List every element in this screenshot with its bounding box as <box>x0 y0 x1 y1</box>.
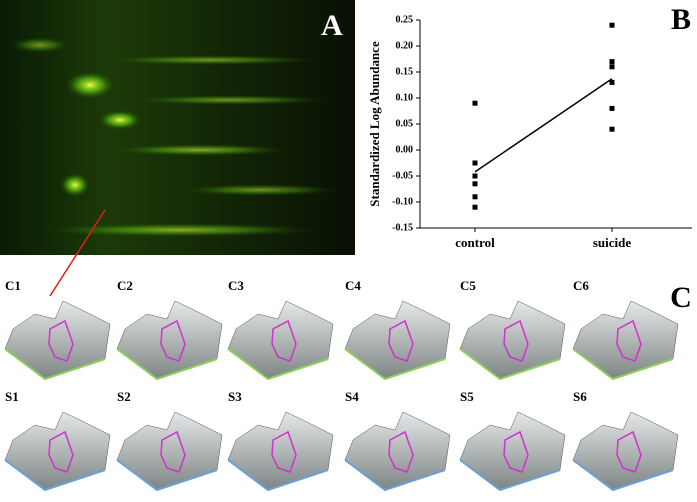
surface <box>344 300 451 380</box>
x-tick-label: suicide <box>593 235 632 250</box>
surface-edge <box>227 348 329 381</box>
spot-outline <box>388 430 414 473</box>
surface <box>227 411 334 491</box>
surface <box>4 411 111 491</box>
panel-label: B <box>671 3 691 36</box>
surface <box>459 300 566 380</box>
spot-outline <box>48 430 74 473</box>
surface <box>572 411 679 491</box>
chart: -0.15 -0.10 -0.05 0.00 0.05 0.10 0.15 0.20 0.25 S… <box>367 3 692 250</box>
spot-outline <box>616 319 642 362</box>
surface-edge <box>4 348 106 381</box>
point <box>609 105 615 111</box>
point <box>472 181 478 187</box>
spot-outline <box>48 319 74 362</box>
spot-outline <box>503 319 529 362</box>
spot-outline <box>271 430 297 473</box>
plot-label: C1 <box>5 278 21 293</box>
plot-label: S1 <box>5 389 19 404</box>
x-tick-label: control <box>455 235 495 250</box>
plot-label: S3 <box>228 389 242 404</box>
surface <box>572 300 679 380</box>
y-tick-label: 0.10 <box>396 92 414 103</box>
surface <box>459 411 566 491</box>
y-tick-label: -0.15 <box>392 222 413 233</box>
surface <box>344 411 451 491</box>
point <box>472 204 478 210</box>
panel-label: C <box>670 281 692 314</box>
point <box>472 100 478 106</box>
arrow <box>49 209 106 297</box>
point <box>609 79 615 85</box>
surface-edge <box>116 459 218 492</box>
surface-plots: C1 C2 C3 C4 C5 C6 S1 S2 S3 S4 S5 S6 <box>4 278 679 492</box>
surface-edge <box>4 459 106 492</box>
surface-edge <box>344 459 446 492</box>
point <box>609 126 615 132</box>
spot-outline <box>271 319 297 362</box>
gel-image <box>0 0 355 255</box>
surface <box>227 300 334 380</box>
y-tick-label: 0.15 <box>396 66 414 77</box>
plot-label: S2 <box>117 389 131 404</box>
y-tick-label: -0.05 <box>392 170 413 181</box>
point <box>472 160 478 166</box>
surface-edge <box>459 348 561 381</box>
mean-line <box>474 78 613 173</box>
spot-outline <box>616 430 642 473</box>
y-tick-label: -0.10 <box>392 196 413 207</box>
y-tick-label: 0.25 <box>396 14 414 25</box>
surface-edge <box>227 459 329 492</box>
plot-label: S6 <box>573 389 587 404</box>
plot-label: C3 <box>228 278 244 293</box>
point <box>609 22 615 28</box>
surface-edge <box>116 348 218 381</box>
plot-label: S4 <box>345 389 359 404</box>
point <box>609 59 615 65</box>
surface <box>116 411 223 491</box>
y-tick-label: 0.05 <box>396 118 414 129</box>
plot-label: C2 <box>117 278 133 293</box>
y-tick-label: 0.20 <box>396 40 414 51</box>
plot-label: C5 <box>460 278 476 293</box>
panel-label: A <box>321 9 343 42</box>
spot-outline <box>160 430 186 473</box>
spot-outline <box>160 319 186 362</box>
plot-label: C4 <box>345 278 361 293</box>
surface <box>116 300 223 380</box>
surface-edge <box>572 459 674 492</box>
point <box>609 64 615 70</box>
plot-label: C6 <box>573 278 589 293</box>
y-tick-label: 0.00 <box>396 144 414 155</box>
point <box>472 173 478 179</box>
surface-edge <box>572 348 674 381</box>
y-axis-label: Standardized Log Abundance <box>367 41 382 207</box>
plot-label: S5 <box>460 389 474 404</box>
point <box>472 194 478 200</box>
spot-outline <box>388 319 414 362</box>
surface-edge <box>344 348 446 381</box>
surface <box>4 300 111 380</box>
surface-edge <box>459 459 561 492</box>
spot-outline <box>503 430 529 473</box>
